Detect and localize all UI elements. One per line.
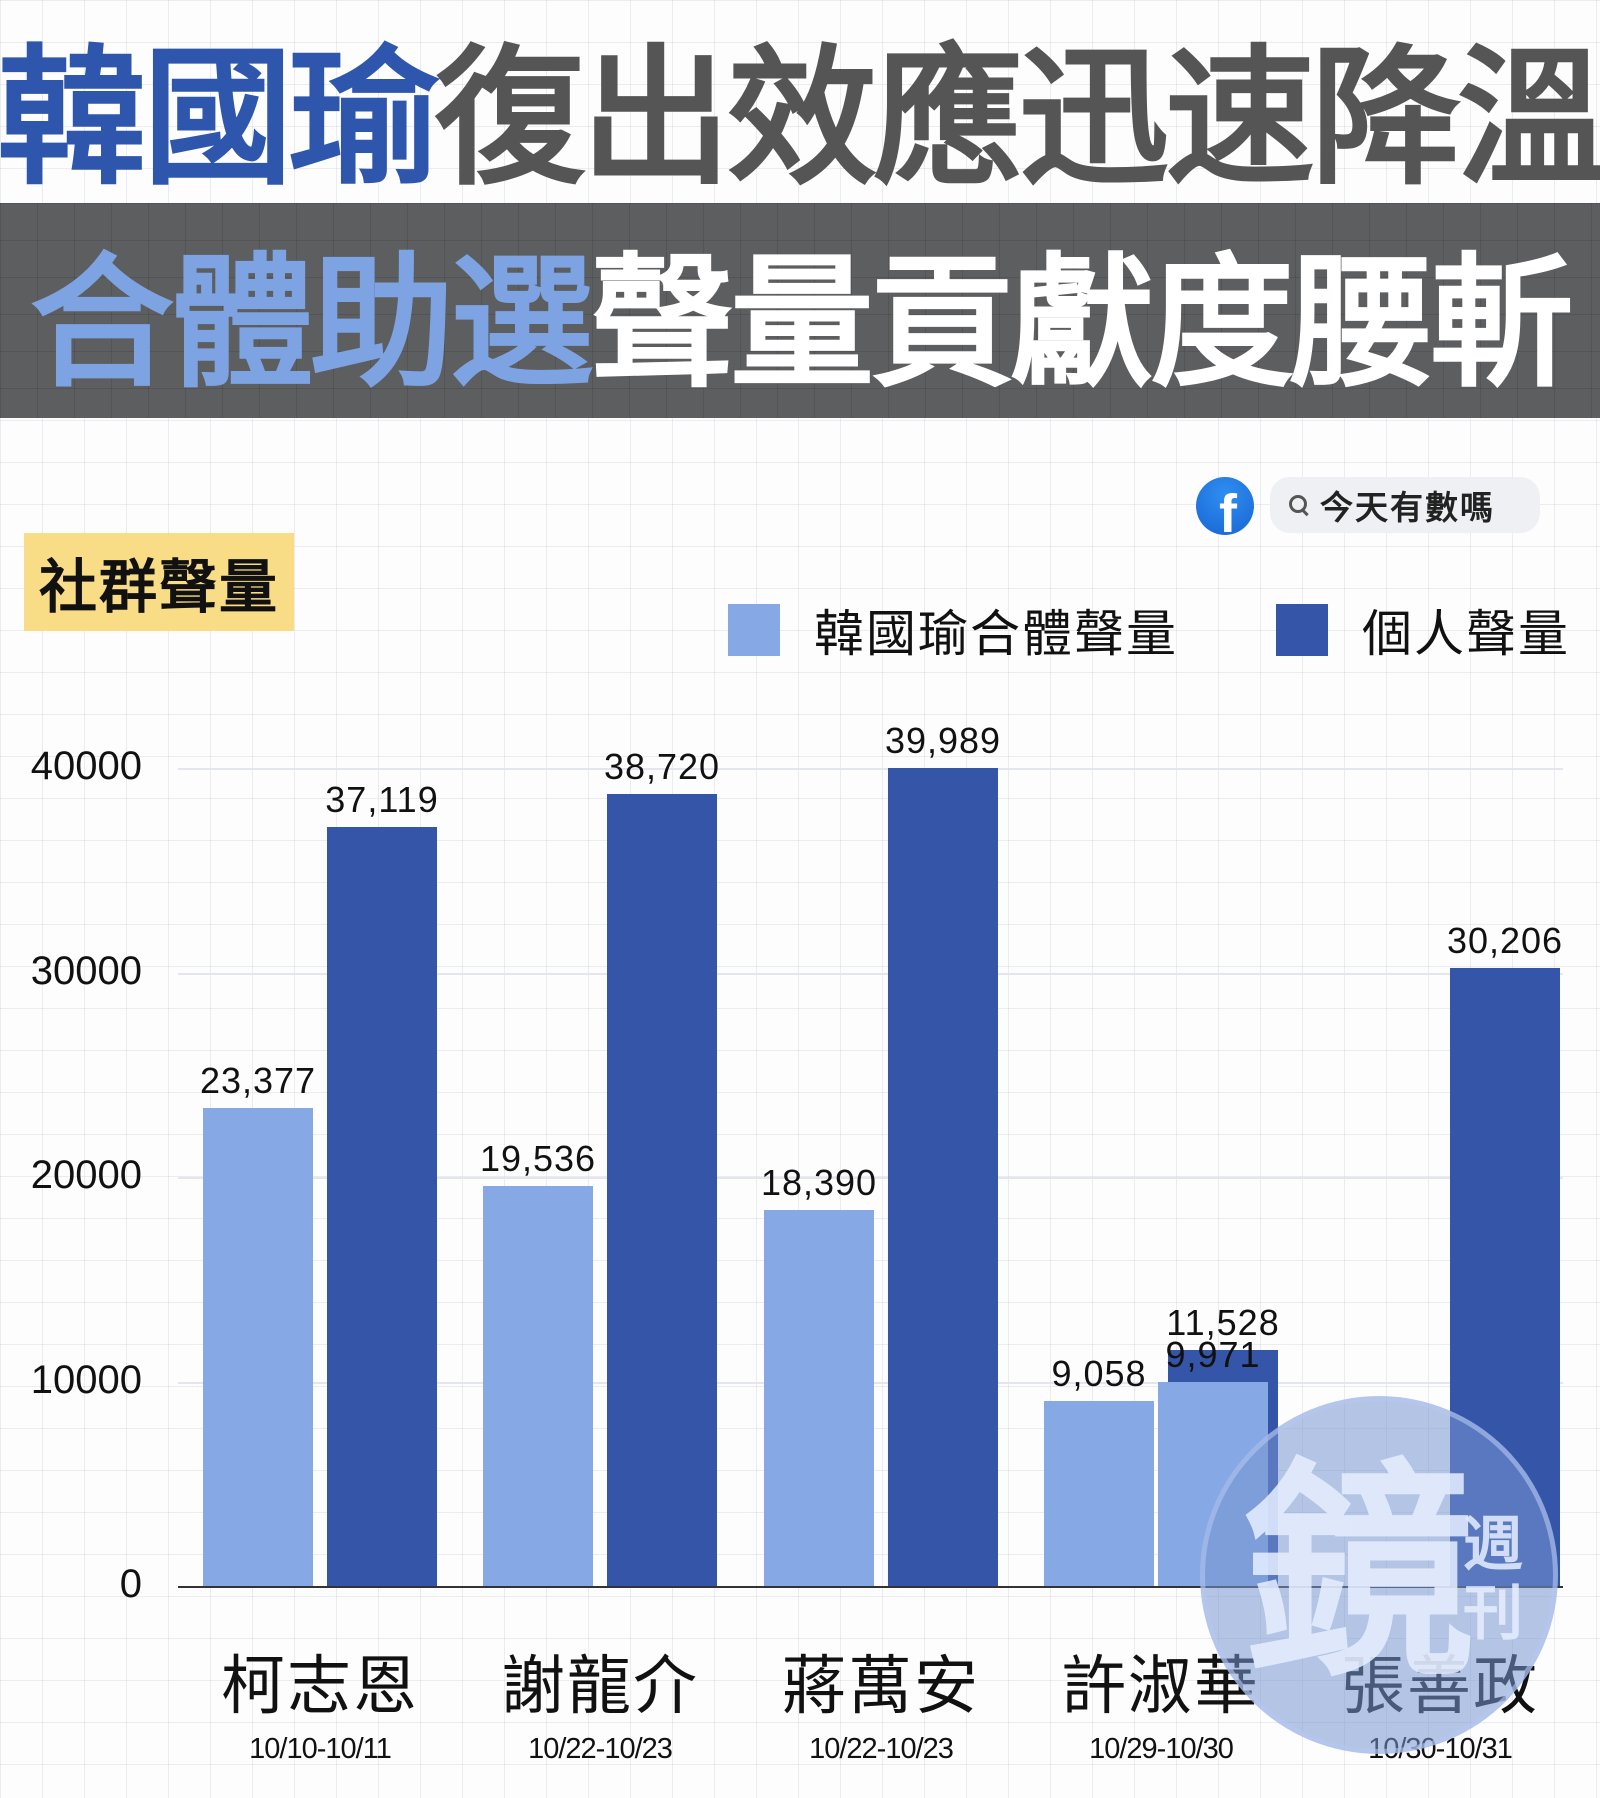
- category-date: 10/10-10/11: [249, 1733, 392, 1765]
- bar-personal: [607, 794, 717, 1586]
- headline-2-rest: 聲量貢獻度腰斬: [590, 238, 1574, 407]
- bar-value-label: 19,536: [479, 1138, 597, 1180]
- bar-personal: [888, 768, 998, 1586]
- watermark-main: 鏡: [1243, 1441, 1474, 1708]
- search-icon: [1288, 494, 1310, 516]
- category-label: 蔣萬安: [782, 1650, 980, 1724]
- bar-joint: [203, 1107, 313, 1586]
- bar-value-label: 38,720: [603, 746, 721, 788]
- gridline: [178, 1177, 1563, 1179]
- source-page-name: 今天有數嗎: [1320, 488, 1495, 527]
- y-tick-label: 0: [119, 1562, 142, 1606]
- source-search-pill: 今天有數嗎: [1270, 477, 1540, 533]
- y-tick-label: 20000: [30, 1153, 142, 1197]
- y-tick-label: 40000: [30, 744, 142, 788]
- category-date: 10/22-10/23: [528, 1733, 673, 1765]
- bar-value-label: 9,971: [1165, 1334, 1261, 1376]
- legend-label-personal: 個人聲量: [1362, 605, 1570, 663]
- bar-joint: [1044, 1400, 1154, 1586]
- bar-value-label: 11,528: [1166, 1302, 1280, 1344]
- category-date: 10/29-10/30: [1089, 1733, 1234, 1765]
- category-label: 柯志恩: [221, 1650, 419, 1724]
- bar-value-label: 23,377: [199, 1059, 317, 1101]
- headline-line-1: 韓國瑜 復出效應迅速降溫: [0, 20, 1600, 206]
- bar-value-label: 18,390: [760, 1161, 878, 1203]
- category-label: 謝龍介: [501, 1650, 699, 1724]
- bar-joint: [483, 1186, 593, 1586]
- legend-swatch-personal: [1276, 604, 1328, 656]
- bar-value-label: 37,119: [325, 778, 439, 820]
- y-tick-label: 10000: [30, 1357, 142, 1402]
- bar-value-label: 9,058: [1051, 1352, 1147, 1394]
- legend-item-personal: 個人聲量: [1276, 600, 1570, 663]
- legend-label-joint: 韓國瑜合體聲量: [814, 605, 1178, 663]
- headline-2-highlight: 合體助選: [29, 238, 594, 407]
- bar-value-label: 30,206: [1446, 920, 1564, 962]
- legend-swatch-joint: [728, 604, 780, 656]
- bar-personal: [327, 826, 437, 1586]
- facebook-icon: f: [1196, 477, 1254, 535]
- bar-value-label: 39,989: [884, 720, 1002, 762]
- gridline: [178, 972, 1563, 975]
- headline-1-highlight: 韓國瑜: [0, 31, 439, 206]
- watermark-sub: 週刊: [1463, 1510, 1523, 1649]
- x-axis-line: [178, 1586, 1563, 1588]
- facebook-glyph: f: [1219, 484, 1237, 535]
- headline-1-rest: 復出效應迅速降溫: [435, 31, 1600, 206]
- category-date: 10/22-10/23: [809, 1733, 954, 1765]
- section-tag: 社群聲量: [24, 533, 294, 631]
- headline-banner: 合體助選 聲量貢獻度腰斬: [0, 203, 1600, 418]
- watermark-logo: 鏡 週刊: [1200, 1396, 1558, 1754]
- legend-item-joint: 韓國瑜合體聲量: [728, 600, 1178, 663]
- y-tick-label: 30000: [30, 948, 142, 993]
- gridline: [178, 768, 1563, 770]
- bar-joint: [764, 1209, 874, 1586]
